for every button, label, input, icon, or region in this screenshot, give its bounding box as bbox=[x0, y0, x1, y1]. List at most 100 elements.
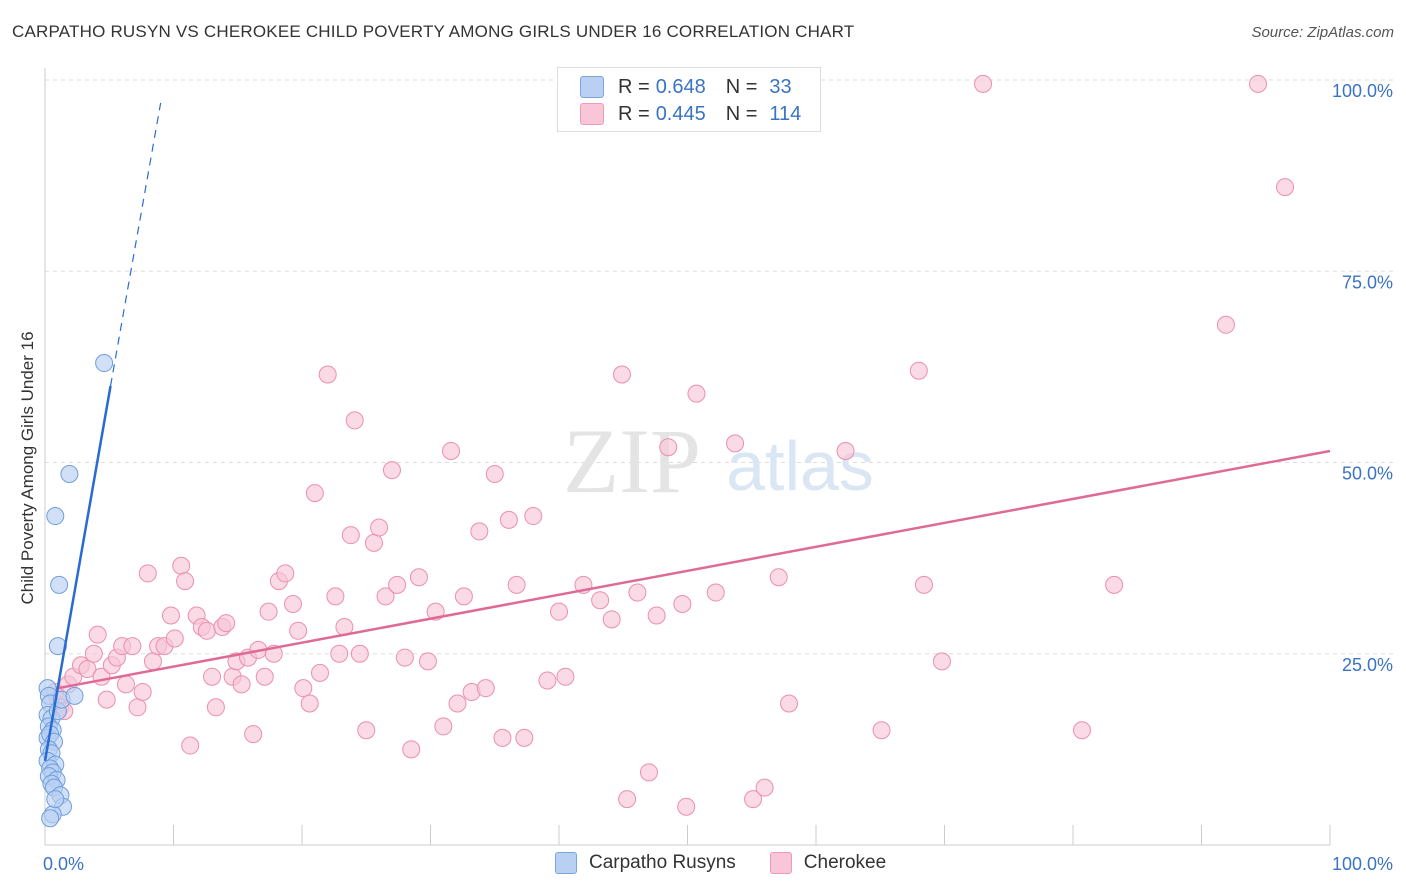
legend-swatch-blue bbox=[580, 76, 604, 98]
cherokee-point bbox=[88, 625, 107, 644]
cherokee-point bbox=[974, 74, 993, 93]
carpatho-rusyn-point bbox=[65, 686, 84, 705]
cherokee-point bbox=[345, 411, 364, 430]
cherokee-point bbox=[872, 721, 891, 740]
cherokee-point bbox=[294, 679, 313, 698]
cherokee-point bbox=[409, 568, 428, 587]
carpatho-rusyn-trend-extension bbox=[109, 102, 162, 387]
legend-r-value: 0.445 bbox=[655, 102, 706, 125]
cherokee-point bbox=[499, 510, 518, 529]
cherokee-point bbox=[376, 587, 395, 606]
cherokee-point bbox=[138, 564, 157, 583]
cherokee-point bbox=[172, 556, 191, 575]
cherokee-point bbox=[515, 728, 534, 747]
cherokee-point bbox=[442, 442, 461, 461]
x-tick-label: 100.0% bbox=[1332, 854, 1393, 874]
x-tick-label: 0.0% bbox=[43, 854, 84, 874]
cherokee-point bbox=[1276, 178, 1295, 197]
series-legend-label: Carpatho Rusyns bbox=[589, 852, 736, 873]
cherokee-point bbox=[454, 587, 473, 606]
cherokee-point bbox=[300, 694, 319, 713]
cherokee-point bbox=[659, 438, 678, 457]
y-tick-label: 25.0% bbox=[1342, 655, 1393, 675]
cherokee-point bbox=[673, 595, 692, 614]
cherokee-point bbox=[550, 602, 568, 621]
cherokee-point bbox=[217, 614, 236, 633]
cherokee-point bbox=[326, 587, 345, 606]
cherokee-point bbox=[289, 621, 308, 640]
cherokee-point bbox=[612, 365, 631, 384]
cherokee-point bbox=[128, 698, 147, 717]
watermark-zip: ZIP bbox=[563, 410, 701, 512]
series-swatch-blue bbox=[555, 852, 577, 874]
cherokee-point bbox=[388, 575, 407, 594]
cherokee-point bbox=[639, 763, 658, 782]
cherokee-point bbox=[197, 621, 216, 640]
legend-n-value: 114 bbox=[769, 102, 802, 125]
cherokee-point bbox=[232, 675, 251, 694]
cherokee-trend-line bbox=[57, 449, 1331, 690]
cherokee-point bbox=[485, 464, 504, 483]
watermark-atlas: atlas bbox=[726, 427, 874, 505]
cherokee-point bbox=[687, 384, 706, 403]
cherokee-point bbox=[364, 533, 383, 552]
cherokee-point bbox=[143, 652, 162, 671]
legend-n-label: N = bbox=[725, 75, 758, 98]
cherokee-point bbox=[556, 667, 575, 686]
cherokee-point bbox=[97, 690, 116, 709]
cherokee-point bbox=[470, 522, 489, 541]
legend-n-value: 33 bbox=[769, 75, 792, 98]
cherokee-point bbox=[206, 698, 225, 717]
cherokee-point bbox=[318, 365, 337, 384]
series-legend: Carpatho Rusyns Cherokee bbox=[555, 852, 920, 874]
correlation-legend: R = 0.648 N = 33 R = 0.445 N = 114 bbox=[557, 67, 821, 132]
legend-r-label: R = bbox=[618, 102, 650, 125]
carpatho-rusyn-point bbox=[41, 809, 60, 828]
cherokee-point bbox=[647, 606, 666, 625]
cherokee-point bbox=[628, 583, 647, 602]
cherokee-point bbox=[84, 644, 103, 663]
series-legend-label: Cherokee bbox=[803, 852, 887, 873]
carpatho-rusyn-point bbox=[50, 575, 69, 594]
carpatho-rusyn-point bbox=[95, 354, 114, 373]
y-tick-label: 100.0% bbox=[1332, 81, 1393, 101]
cherokee-point bbox=[932, 652, 951, 671]
cherokee-point bbox=[418, 652, 437, 671]
cherokee-point bbox=[350, 644, 369, 663]
cherokee-point bbox=[780, 694, 799, 713]
cherokee-point bbox=[1072, 721, 1091, 740]
series-legend-carpatho-rusyns: Carpatho Rusyns bbox=[555, 852, 736, 874]
legend-swatch-pink bbox=[580, 103, 604, 125]
cherokee-point bbox=[341, 526, 360, 545]
cherokee-point bbox=[395, 648, 414, 667]
cherokee-point bbox=[591, 591, 610, 610]
cherokee-point bbox=[165, 629, 184, 648]
carpatho-rusyn-point bbox=[46, 507, 65, 526]
cherokee-point bbox=[181, 736, 200, 755]
carpatho-rusyn-point bbox=[46, 790, 65, 809]
cherokee-point bbox=[493, 728, 512, 747]
cherokee-point bbox=[726, 434, 745, 453]
cherokee-point bbox=[744, 790, 763, 809]
cherokee-point bbox=[476, 679, 495, 698]
cherokee-point bbox=[78, 660, 97, 679]
carpatho-rusyn-trend-line bbox=[43, 385, 112, 762]
cherokee-point bbox=[507, 575, 526, 594]
chart-title: CARPATHO RUSYN VS CHEROKEE CHILD POVERTY… bbox=[12, 22, 855, 41]
cherokee-point bbox=[706, 583, 725, 602]
cherokee-point bbox=[538, 671, 557, 690]
cherokee-point bbox=[602, 610, 621, 629]
cherokee-point bbox=[755, 778, 774, 797]
y-tick-label: 75.0% bbox=[1342, 272, 1393, 292]
cherokee-point bbox=[769, 568, 788, 587]
cherokee-point bbox=[1249, 74, 1268, 93]
y-axis-label: Child Poverty Among Girls Under 16 bbox=[18, 331, 37, 605]
cherokee-point bbox=[284, 595, 303, 614]
source-attribution: Source: ZipAtlas.com bbox=[1251, 24, 1394, 41]
legend-r-value: 0.648 bbox=[655, 75, 706, 98]
cherokee-point bbox=[434, 717, 453, 736]
cherokee-point bbox=[310, 663, 329, 682]
cherokee-point bbox=[305, 484, 324, 503]
cherokee-point bbox=[255, 667, 274, 686]
